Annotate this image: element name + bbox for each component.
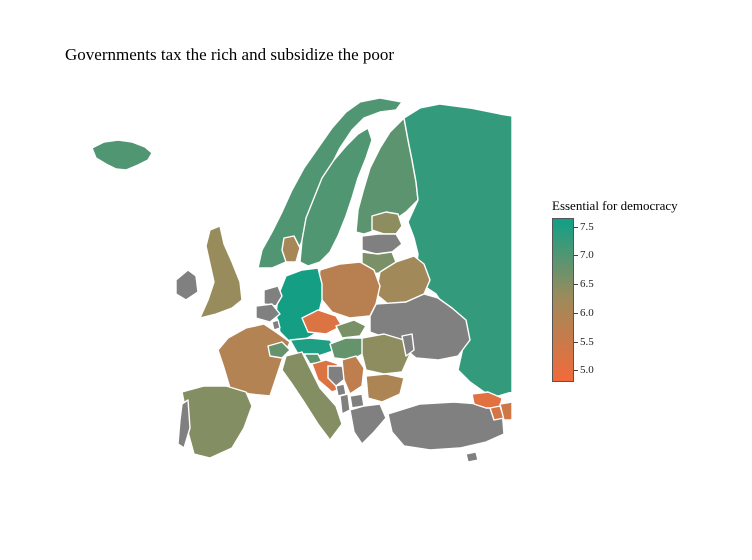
europe-map: [91, 97, 513, 463]
country-switzerland: [267, 341, 291, 359]
legend-tick: [574, 341, 578, 343]
country-sweden: [299, 127, 373, 267]
legend-title: Essential for democracy: [552, 198, 678, 213]
legend: Essential for democracy 7.5 7.0 6.5 6.0 5.5 5…: [552, 198, 712, 398]
legend-tick: [574, 226, 578, 228]
legend-tick-label: 7.5: [580, 220, 594, 233]
country-luxembourg: [271, 319, 281, 331]
country-ireland: [175, 269, 199, 301]
country-italy: [281, 351, 343, 441]
legend-tick-label: 7.0: [580, 249, 594, 262]
country-estonia: [371, 211, 403, 235]
legend-tick-label: 5.0: [580, 364, 594, 377]
country-united-kingdom: [199, 225, 243, 319]
chart-title: Governments tax the rich and subsidize t…: [65, 45, 395, 64]
country-netherlands: [263, 285, 283, 307]
legend-colorbar: [552, 218, 574, 382]
country-ukraine: [369, 293, 471, 361]
country-poland: [317, 261, 381, 319]
country-hungary: [329, 337, 367, 361]
legend-tick: [574, 284, 578, 286]
country-moldova: [401, 333, 415, 357]
country-greece: [349, 403, 387, 445]
legend-tick-label: 6.5: [580, 278, 594, 291]
country-azerbaijan: [499, 401, 513, 421]
country-belarus: [375, 255, 431, 305]
country-bulgaria: [365, 373, 405, 403]
country-latvia: [361, 233, 403, 255]
legend-tick: [574, 312, 578, 314]
country-slovakia: [335, 319, 367, 339]
country-cyprus: [465, 451, 479, 463]
legend-tick-label: 5.5: [580, 335, 594, 348]
country-belgium: [255, 303, 281, 323]
country-denmark: [281, 235, 301, 263]
country-bosnia-and-herzegovina: [327, 365, 347, 387]
legend-tick: [574, 255, 578, 257]
country-serbia: [341, 355, 365, 395]
legend-tick: [574, 370, 578, 372]
country-portugal: [177, 399, 191, 449]
country-france: [217, 323, 291, 397]
country-turkey: [387, 401, 505, 451]
country-iceland: [91, 139, 153, 171]
country-romania: [361, 333, 411, 375]
country-spain: [181, 385, 253, 459]
country-albania: [339, 393, 351, 415]
legend-tick-label: 6.0: [580, 306, 594, 319]
